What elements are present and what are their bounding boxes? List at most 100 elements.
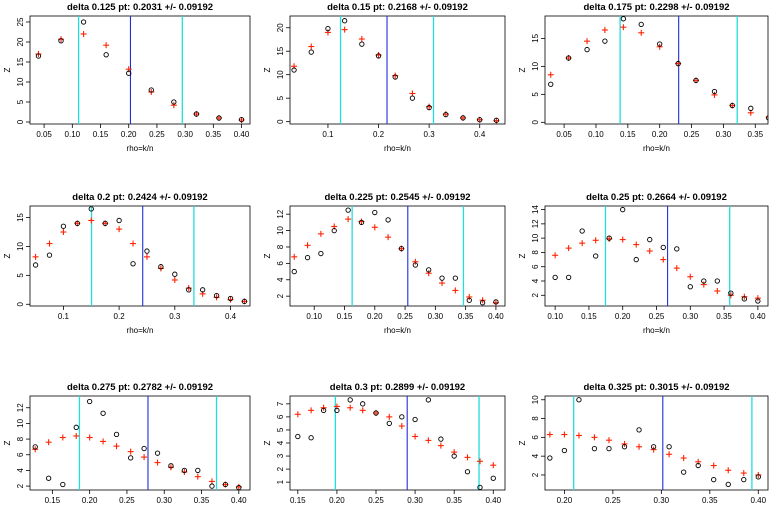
fitted-point bbox=[466, 293, 473, 300]
fitted-point bbox=[660, 256, 667, 263]
fitted-point bbox=[619, 236, 626, 243]
observed-point bbox=[725, 481, 731, 488]
x-tick-label: 0.30 bbox=[716, 130, 732, 139]
fitted-point bbox=[412, 258, 419, 265]
x-tick-label: 0.20 bbox=[367, 312, 383, 321]
y-tick-label: 1 bbox=[276, 479, 285, 484]
observed-point bbox=[308, 49, 314, 55]
observed-point bbox=[238, 116, 245, 123]
observed-point bbox=[548, 81, 554, 87]
fitted-point bbox=[324, 29, 331, 36]
observed-point bbox=[633, 256, 639, 263]
observed-point bbox=[493, 299, 499, 305]
observed-point bbox=[584, 46, 590, 53]
fitted-point bbox=[398, 423, 405, 430]
observed-point bbox=[755, 474, 761, 480]
fitted-point bbox=[100, 438, 107, 445]
x-tick-label: 0.05 bbox=[36, 130, 52, 139]
x-tick-label: 0.4 bbox=[474, 130, 486, 139]
fitted-point bbox=[605, 437, 612, 444]
observed-point bbox=[241, 298, 248, 305]
x-tick-label: 0.25 bbox=[368, 496, 384, 505]
fitted-point bbox=[59, 434, 66, 441]
y-tick-label: 0 bbox=[531, 120, 540, 125]
observed-point bbox=[100, 410, 106, 416]
observed-point bbox=[741, 296, 747, 302]
y-tick-label: 15 bbox=[16, 57, 25, 66]
observed-point bbox=[171, 99, 177, 105]
x-tick-label: 0.40 bbox=[485, 496, 501, 505]
fitted-point bbox=[86, 434, 93, 441]
observed-point bbox=[347, 397, 353, 403]
observed-point bbox=[46, 252, 53, 258]
x-tick-label: 0.20 bbox=[652, 130, 668, 139]
fitted-point bbox=[575, 432, 582, 439]
fitted-point bbox=[304, 242, 311, 249]
fitted-point bbox=[341, 26, 348, 33]
observed-point bbox=[493, 117, 500, 123]
plot-area bbox=[35, 16, 245, 124]
fitted-point bbox=[143, 253, 150, 260]
panel-title: delta 0.175 pt: 0.2298 +/- 0.09192 bbox=[583, 2, 729, 13]
y-tick-label: 20 bbox=[276, 23, 285, 32]
observed-point bbox=[126, 70, 132, 76]
plot-frame bbox=[29, 205, 251, 307]
observed-point bbox=[325, 26, 331, 32]
fitted-point bbox=[60, 229, 67, 236]
observed-point bbox=[647, 236, 653, 243]
observed-point bbox=[426, 104, 432, 111]
y-tick-label: 6 bbox=[531, 264, 540, 269]
y-tick-label: 0 bbox=[16, 301, 25, 306]
observed-point bbox=[693, 77, 699, 84]
fitted-point bbox=[371, 224, 378, 231]
x-tick-label: 0.15 bbox=[620, 130, 636, 139]
observed-point bbox=[479, 300, 486, 306]
y-tick-label: 4 bbox=[16, 468, 25, 473]
plot-area bbox=[32, 206, 248, 306]
observed-point bbox=[711, 88, 718, 95]
observed-point bbox=[399, 414, 405, 420]
panel-7: delta 0.275 pt: 0.2782 +/- 0.09192 0.15 0.… bbox=[3, 382, 251, 505]
observed-point bbox=[359, 41, 365, 47]
observed-point bbox=[74, 220, 80, 226]
observed-point bbox=[714, 278, 720, 284]
y-tick-label: 2 bbox=[276, 466, 285, 471]
x-tick-label: 0.30 bbox=[682, 312, 698, 321]
fitted-point bbox=[740, 470, 747, 477]
y-axis-label: Z bbox=[3, 440, 12, 445]
plot-frame bbox=[289, 15, 506, 125]
fitted-point bbox=[476, 458, 483, 465]
plot-frame bbox=[29, 15, 251, 125]
fitted-point bbox=[345, 216, 352, 223]
fitted-point bbox=[633, 241, 640, 248]
fitted-point bbox=[592, 237, 599, 244]
observed-point bbox=[620, 206, 626, 213]
plot-area bbox=[291, 16, 500, 124]
fitted-point bbox=[547, 71, 554, 78]
observed-point bbox=[375, 53, 382, 59]
plot-area bbox=[546, 396, 762, 490]
y-tick-label: 6 bbox=[16, 452, 25, 457]
observed-point bbox=[318, 250, 324, 257]
plot-area bbox=[547, 16, 768, 124]
observed-point bbox=[765, 115, 768, 121]
y-tick-label: 10 bbox=[531, 395, 540, 404]
observed-point bbox=[477, 484, 483, 490]
observed-point bbox=[579, 228, 585, 234]
fitted-point bbox=[711, 91, 718, 98]
panel-title: delta 0.275 pt: 0.2782 +/- 0.09192 bbox=[67, 382, 213, 393]
x-tick-label: 0.05 bbox=[556, 130, 572, 139]
observed-point bbox=[45, 475, 52, 481]
panel-title: delta 0.15 pt: 0.2168 +/- 0.09192 bbox=[327, 2, 468, 13]
observed-point bbox=[621, 444, 628, 450]
observed-point bbox=[638, 21, 644, 28]
observed-point bbox=[701, 278, 707, 284]
plot-frame bbox=[544, 15, 769, 125]
x-tick-label: 0.30 bbox=[407, 496, 423, 505]
observed-point bbox=[222, 481, 229, 488]
x-tick-label: 0.40 bbox=[234, 130, 250, 139]
panel-title: delta 0.25 pt: 0.2664 +/- 0.09192 bbox=[586, 192, 727, 203]
x-tick-label: 0.40 bbox=[751, 496, 767, 505]
fitted-point bbox=[638, 29, 645, 36]
observed-point bbox=[552, 274, 558, 281]
